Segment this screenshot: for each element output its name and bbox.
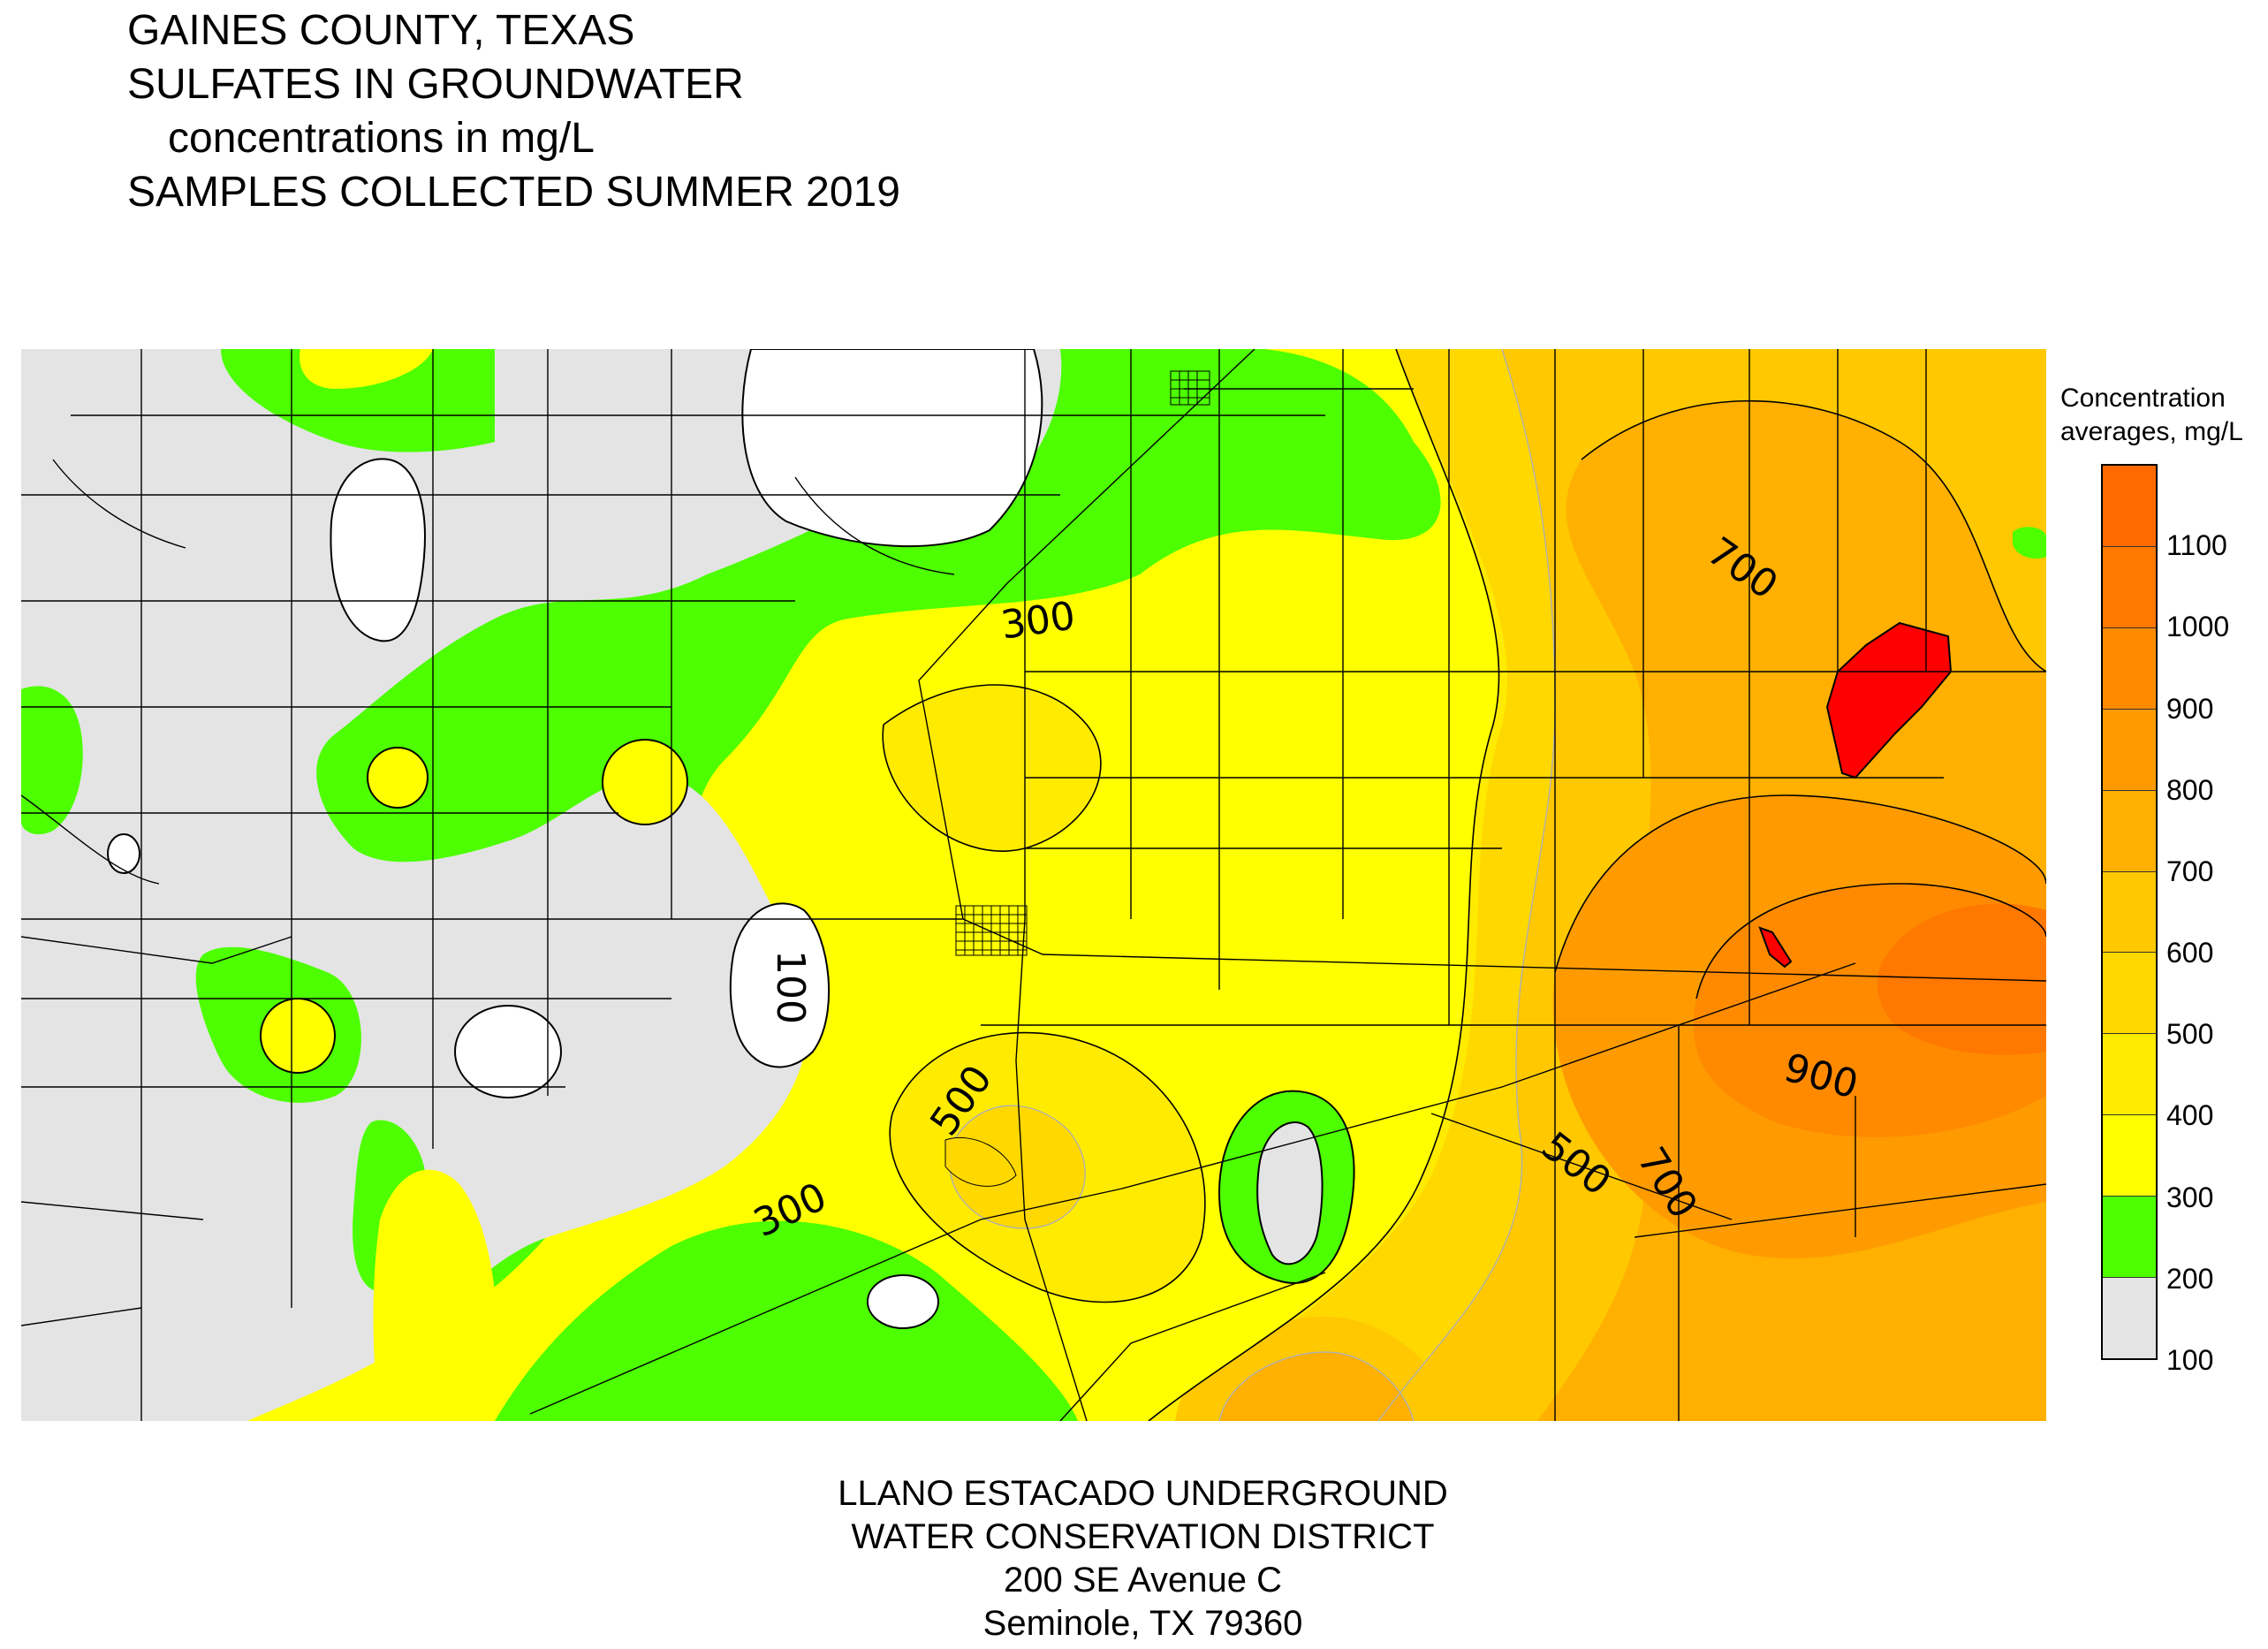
legend-color-bar — [2101, 464, 2158, 1360]
zone-yellow-west-strip — [373, 1169, 498, 1421]
title-units: concentrations in mg/L — [168, 115, 595, 162]
legend-tick-label: 500 — [2166, 1018, 2214, 1051]
zone-200-300-south-lobe — [495, 1220, 1078, 1421]
footer-org-line2: WATER CONSERVATION DISTRICT — [851, 1517, 1435, 1556]
contour-lines-faint — [949, 349, 1556, 1421]
contour-lines — [882, 349, 2046, 1421]
zone-100-200-lens — [1256, 1121, 1324, 1265]
road-network — [21, 349, 2046, 1421]
legend-title: Concentration averages, mg/L — [2060, 382, 2243, 449]
town-seminole — [955, 905, 1028, 956]
legend-swatch — [2103, 1278, 2156, 1358]
legend-swatch — [2103, 709, 2156, 791]
legend-swatch — [2103, 1197, 2156, 1279]
title-subject: SULFATES IN GROUNDWATER — [127, 61, 744, 108]
footer-street: 200 SE Avenue C — [1003, 1561, 1283, 1600]
legend-title-line2: averages, mg/L — [2060, 417, 2243, 446]
zone-yellow-spot-a — [367, 747, 429, 809]
zone-yellow-spot-c — [260, 998, 336, 1074]
zone-yellow-north-strip — [300, 349, 433, 389]
legend-swatch — [2103, 546, 2156, 628]
water-body — [944, 1136, 1017, 1187]
zone-200-300-east-spot — [2013, 527, 2046, 559]
legend-tick-label: 300 — [2166, 1181, 2214, 1213]
legend-title-line1: Concentration — [2060, 384, 2226, 413]
legend-swatch — [2103, 466, 2156, 547]
zone-yellow-spot-b — [602, 739, 688, 825]
title-county: GAINES COUNTY, TEXAS — [127, 7, 635, 54]
zone-high-south — [1758, 926, 1793, 969]
legend-tick-label: 200 — [2166, 1262, 2214, 1295]
legend-swatch — [2103, 790, 2156, 872]
zone-400-500-central — [883, 685, 1101, 852]
legend-tick-label: 700 — [2166, 855, 2214, 887]
contour-label-300-north: 300 — [998, 593, 1078, 648]
legend-tick-label: 1100 — [2166, 529, 2227, 562]
zone-southeast-bulge-inner — [1219, 1352, 1414, 1421]
legend-swatch — [2103, 871, 2156, 954]
legend-swatch — [2103, 627, 2156, 710]
zone-white-west — [454, 1005, 562, 1098]
legend-tick-label: 800 — [2166, 773, 2214, 806]
map-title-block: GAINES COUNTY, TEXAS SULFATES IN GROUNDW… — [127, 4, 900, 219]
zone-white-northwest — [330, 458, 426, 642]
footer-city: Seminole, TX 79360 — [982, 1604, 1303, 1643]
town-north — [1170, 370, 1210, 406]
legend-swatch — [2103, 1115, 2156, 1197]
zone-white-spot-a — [107, 833, 140, 874]
zone-green-west-lobe-a — [21, 686, 83, 835]
legend-tick-label: 600 — [2166, 937, 2214, 969]
footer-address: LLANO ESTACADO UNDERGROUND WATER CONSERV… — [0, 1472, 2268, 1645]
zone-white-north — [741, 349, 1043, 548]
legend-tick-label: 100 — [2166, 1344, 2214, 1376]
zone-100-200-west — [21, 349, 919, 1421]
legend-swatch — [2103, 1034, 2156, 1116]
contour-label-100: 100 — [768, 950, 813, 1024]
legend-tick-label: 1000 — [2166, 611, 2230, 643]
zone-white-spot-b — [867, 1274, 939, 1329]
legend-tick-label: 400 — [2166, 1099, 2214, 1132]
zone-white-center — [729, 902, 831, 1068]
title-sampling-date: SAMPLES COLLECTED SUMMER 2019 — [127, 169, 900, 216]
zone-500-600-south-center — [949, 1106, 1086, 1228]
zone-200-300-north-lobe — [221, 349, 495, 452]
footer-org-line1: LLANO ESTACADO UNDERGROUND — [838, 1474, 1448, 1513]
legend-swatch — [2103, 953, 2156, 1035]
legend-tick-label: 900 — [2166, 692, 2214, 725]
